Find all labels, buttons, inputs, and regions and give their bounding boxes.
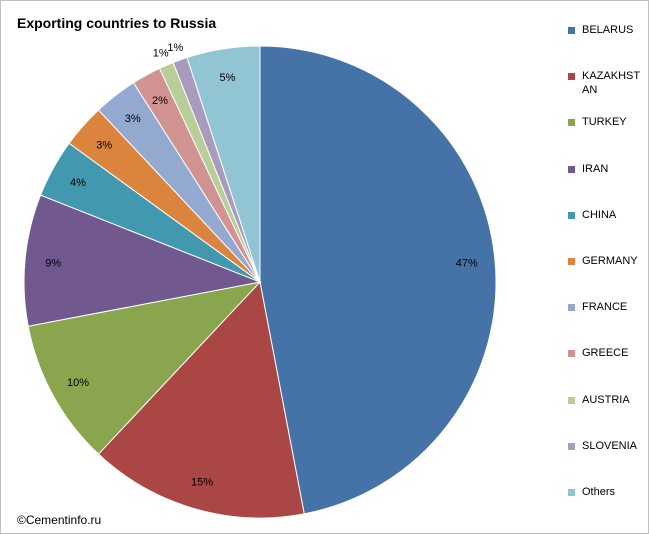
legend-label: TURKEY [582, 116, 627, 129]
legend-swatch [568, 165, 575, 173]
pie-slice-others [186, 45, 261, 283]
legend-swatch [568, 304, 575, 312]
data-label-turkey: 10% [67, 377, 89, 389]
data-label-france: 3% [125, 113, 141, 125]
pie-slice-kazakhstan [97, 280, 305, 519]
data-label-slovenia: 1% [167, 42, 183, 54]
pie-slice-iran [23, 194, 262, 327]
legend-swatch [568, 396, 575, 404]
legend-label: Others [582, 486, 616, 498]
legend-label: AUSTRIA [582, 393, 630, 406]
legend-label: GERMANY [582, 255, 638, 267]
legend-swatch [568, 258, 575, 265]
legend-swatch [568, 119, 575, 127]
legend-swatch [568, 27, 575, 34]
data-label-others: 5% [220, 72, 236, 84]
legend-swatch [568, 211, 575, 219]
data-label-greece: 2% [152, 95, 168, 107]
legend-label: FRANCE [582, 301, 628, 314]
chart-title: Exporting countries to Russia [17, 15, 217, 31]
data-label-austria: 1% [153, 48, 169, 60]
legend-label: IRAN [582, 162, 609, 175]
legend-label: GREECE [582, 347, 629, 360]
data-label-iran: 9% [45, 257, 61, 269]
legend-label: CHINA [582, 208, 617, 221]
legend-swatch [568, 489, 575, 496]
legend-label: SLOVENIA [582, 439, 638, 452]
data-label-germany: 3% [96, 140, 112, 152]
data-label-kazakhstan: 15% [191, 476, 213, 488]
pie-slice-belarus [259, 45, 497, 515]
legend-swatch [568, 350, 575, 358]
legend-label: BELARUS [582, 24, 634, 36]
legend-label: KAZAKHSTAN [582, 70, 641, 97]
data-label-belarus: 47% [456, 257, 478, 269]
data-label-china: 4% [70, 177, 86, 189]
source-note: ©Cementinfo.ru [17, 513, 102, 527]
legend-swatch [568, 73, 575, 81]
pie-slice-turkey [27, 281, 262, 455]
legend-swatch [568, 442, 575, 450]
